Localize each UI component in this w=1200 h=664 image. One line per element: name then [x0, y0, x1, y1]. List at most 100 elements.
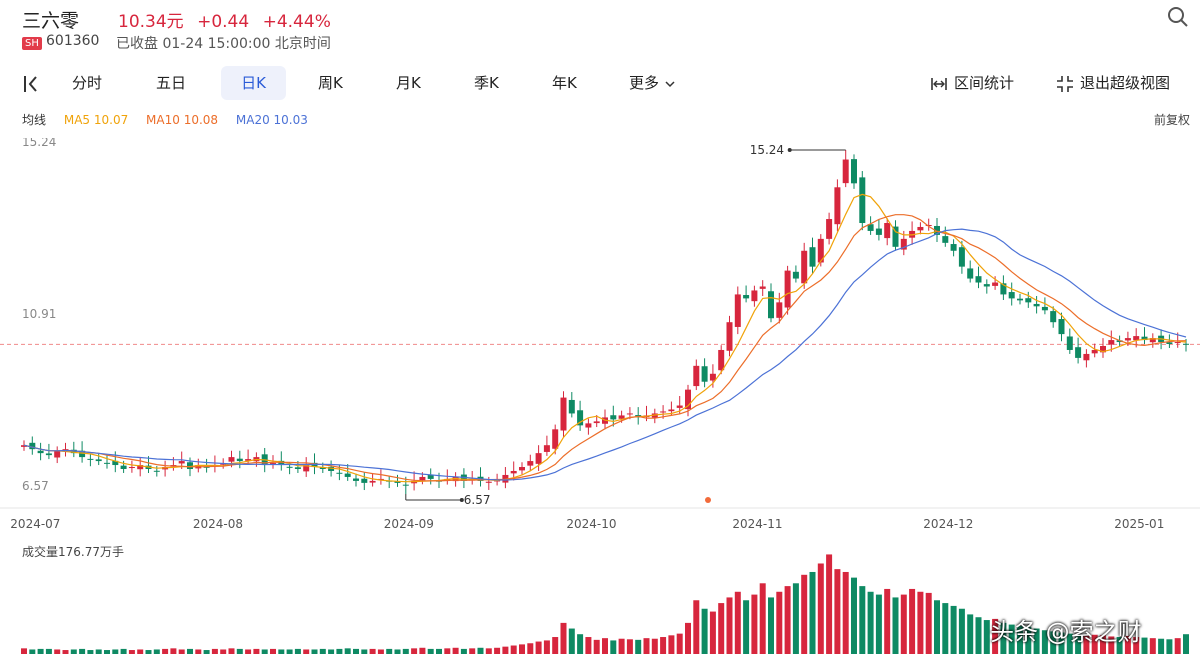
- tab-weekly-k[interactable]: 周K: [318, 74, 343, 92]
- volume-bar: [660, 637, 667, 654]
- candle-body: [585, 423, 592, 428]
- range-stats-button[interactable]: 区间统计: [930, 66, 1014, 100]
- volume-bar: [344, 648, 351, 654]
- volume-bar: [1091, 634, 1098, 654]
- volume-bar: [411, 648, 418, 654]
- candle-body: [510, 470, 517, 474]
- event-dot: [705, 497, 711, 503]
- volume-bar: [128, 650, 135, 654]
- volume-bar: [270, 648, 276, 654]
- x-tick-label: 2025-01: [1114, 517, 1164, 531]
- candle-body: [577, 410, 584, 426]
- candle-body: [875, 228, 882, 235]
- candle-body: [1108, 340, 1115, 345]
- volume-bar: [336, 648, 343, 654]
- volume-bar: [983, 620, 990, 654]
- candle-body: [153, 470, 160, 472]
- candle-body: [54, 451, 61, 458]
- high-annotation: 15.24: [750, 143, 784, 157]
- volume-bar: [693, 600, 700, 654]
- x-tick-label: 2024-09: [384, 517, 434, 531]
- candle-body: [917, 226, 924, 231]
- volume-bar: [245, 649, 252, 654]
- volume-bar: [70, 649, 77, 654]
- tab-daily-k[interactable]: 日K: [221, 66, 286, 100]
- candle-body: [1017, 298, 1023, 301]
- candle-body: [768, 291, 774, 319]
- volume-bar: [626, 639, 633, 654]
- volume-bar: [510, 645, 517, 654]
- volume-bar: [137, 649, 144, 654]
- candle-body: [543, 445, 550, 452]
- tab-fenshi[interactable]: 分时: [72, 74, 103, 92]
- volume-bar: [867, 591, 874, 654]
- market-status: 已收盘 01-24 15:00:00 北京时间: [116, 36, 331, 52]
- volume-chart[interactable]: [0, 548, 1200, 656]
- tab-yearly-k[interactable]: 年K: [552, 74, 577, 92]
- candle-body: [834, 187, 841, 225]
- volume-bar: [485, 648, 492, 654]
- volume-bar: [1116, 637, 1123, 654]
- candle-body: [527, 461, 534, 466]
- volume-bar: [54, 649, 61, 654]
- candle-body: [427, 474, 434, 479]
- volume-bar: [618, 638, 625, 654]
- adjust-mode[interactable]: 前复权: [1153, 113, 1190, 127]
- volume-bar: [21, 648, 27, 654]
- volume-bar: [187, 648, 193, 654]
- volume-bar: [220, 649, 227, 654]
- y-tick-label: 10.91: [22, 307, 56, 321]
- volume-bar: [37, 648, 44, 654]
- candle-body: [95, 459, 102, 462]
- volume-bar: [460, 648, 467, 654]
- volume-bar: [552, 637, 559, 654]
- volume-bar: [394, 649, 401, 654]
- candle-body: [87, 458, 94, 460]
- candle-body: [568, 399, 575, 414]
- volume-bar: [328, 649, 335, 654]
- tab-quarterly-k[interactable]: 季K: [474, 74, 499, 92]
- volume-bar: [62, 650, 69, 654]
- candle-body: [120, 465, 127, 470]
- candle-body: [1100, 346, 1106, 353]
- candle-body: [1083, 353, 1090, 361]
- candle-body: [128, 467, 135, 469]
- volume-bar: [759, 583, 766, 654]
- x-tick-label: 2024-11: [732, 517, 782, 531]
- volume-bar: [211, 648, 218, 654]
- volume-bar: [419, 647, 426, 654]
- candle-body: [1050, 311, 1057, 323]
- volume-bar: [892, 597, 899, 654]
- candle-body: [1058, 319, 1065, 335]
- stock-name: 三六零: [22, 10, 80, 32]
- volume-bar: [319, 648, 326, 654]
- volume-bar: [950, 605, 957, 654]
- collapse-panel-icon[interactable]: [22, 74, 42, 94]
- search-icon[interactable]: [1166, 5, 1190, 29]
- exit-super-view-button[interactable]: 退出超级视图: [1056, 66, 1170, 100]
- candle-body: [1141, 336, 1148, 341]
- range-stats-label: 区间统计: [954, 74, 1015, 92]
- volume-bar: [120, 648, 127, 654]
- tab-more[interactable]: 更多: [619, 66, 686, 100]
- volume-bar: [875, 594, 882, 654]
- candlestick-chart[interactable]: 15.24 10.91 6.57 2024-07 2024-08 2024-09 2024-…: [0, 138, 1200, 538]
- tab-wuri[interactable]: 五日: [156, 74, 187, 92]
- candle-body: [842, 159, 849, 184]
- shrink-icon: [1057, 75, 1073, 92]
- volume-bar: [900, 594, 907, 654]
- volume-bar: [1075, 634, 1082, 654]
- candle-body: [402, 484, 409, 486]
- volume-bar: [602, 638, 608, 654]
- volume-bar: [1017, 625, 1023, 654]
- tab-more-label: 更多: [629, 74, 660, 92]
- candle-body: [1041, 306, 1048, 311]
- volume-bar: [519, 644, 525, 654]
- candle-body: [626, 413, 633, 415]
- candle-body: [535, 453, 542, 464]
- tab-monthly-k[interactable]: 月K: [396, 74, 421, 92]
- candle-body: [709, 373, 716, 381]
- volume-bar: [560, 622, 567, 654]
- candle-body: [859, 177, 866, 224]
- volume-bar: [568, 628, 575, 654]
